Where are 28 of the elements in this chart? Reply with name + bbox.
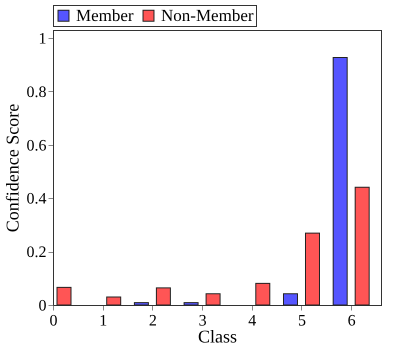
- bar: [156, 287, 171, 306]
- y-tick-label: 0.2: [26, 244, 46, 262]
- y-axis-title: Confidence Score: [2, 104, 22, 232]
- bar: [354, 186, 370, 306]
- y-tick-label: 1: [38, 30, 46, 48]
- x-axis-title: Class: [198, 326, 238, 346]
- y-tick-label: 0.4: [26, 190, 46, 208]
- x-tick-label: 2: [148, 312, 157, 330]
- bar: [282, 293, 298, 306]
- bar: [255, 282, 270, 306]
- bar: [184, 302, 199, 306]
- x-tick-label: 5: [298, 312, 306, 330]
- y-tick-label: 0.6: [26, 137, 46, 154]
- y-tick-label: 0: [38, 298, 46, 314]
- x-tick-label: 4: [248, 312, 256, 330]
- bar: [304, 232, 320, 306]
- bar: [106, 296, 122, 306]
- x-tick-label: 3: [198, 312, 207, 330]
- x-tick-label: 6: [348, 312, 356, 330]
- bar: [56, 286, 72, 306]
- bar: [332, 57, 348, 306]
- y-tick-label: 0.8: [26, 84, 46, 101]
- x-tick-label: 0: [50, 312, 58, 330]
- legend-label: Non-Member: [161, 6, 254, 25]
- bar: [134, 302, 149, 306]
- legend-label: Member: [76, 6, 134, 25]
- bar: [206, 293, 221, 306]
- x-tick-label: 1: [99, 312, 108, 330]
